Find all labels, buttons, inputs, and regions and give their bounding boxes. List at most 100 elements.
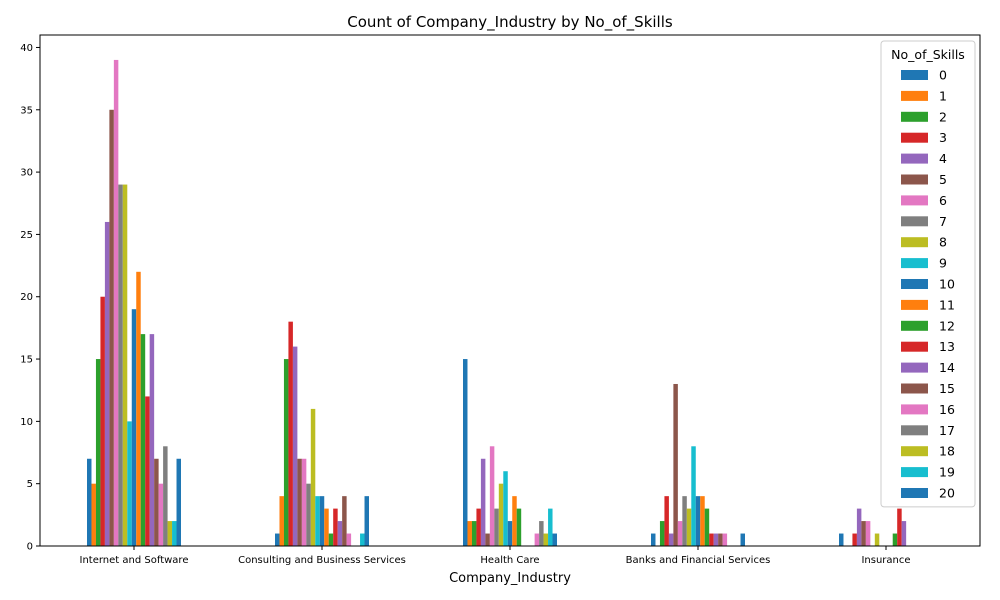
legend-swatch [901, 279, 928, 289]
bar [686, 508, 692, 546]
y-tick-label: 25 [20, 230, 33, 241]
legend: No_of_Skills0123456789101112131415161718… [880, 40, 976, 508]
bar [865, 521, 871, 546]
bar [485, 533, 490, 546]
legend-label: 5 [939, 172, 947, 187]
y-tick-label: 30 [20, 168, 33, 179]
legend-swatch [901, 153, 928, 164]
y-tick-label: 15 [20, 355, 33, 366]
legend-swatch [901, 467, 928, 478]
bar [704, 508, 710, 546]
bar [145, 396, 150, 546]
legend-swatch [901, 488, 928, 498]
legend-swatch [901, 341, 928, 352]
legend-label: 18 [939, 444, 955, 459]
bar [507, 521, 513, 546]
bar [673, 383, 678, 546]
legend-swatch [901, 195, 928, 206]
bar [467, 521, 472, 546]
bar [839, 533, 844, 546]
bar [543, 533, 549, 546]
bar [275, 533, 280, 546]
x-tick-label: Consulting and Business Services [238, 555, 406, 566]
legend-label: 17 [939, 423, 955, 438]
y-tick-label: 10 [20, 417, 33, 428]
bar [301, 458, 307, 546]
bar [328, 533, 334, 546]
bar [163, 446, 168, 546]
bar [109, 109, 114, 546]
legend-label: 0 [939, 68, 947, 83]
bar [100, 296, 105, 546]
bar [91, 483, 96, 546]
bar [691, 446, 696, 546]
bar [319, 496, 325, 546]
bar [695, 496, 701, 546]
bar [463, 359, 468, 546]
bar [897, 508, 902, 546]
bar [122, 184, 128, 546]
bar [172, 521, 177, 546]
legend-swatch [901, 383, 928, 394]
bar [149, 334, 155, 546]
legend-swatch [901, 111, 928, 122]
bar [709, 533, 714, 546]
bar [158, 483, 164, 546]
legend-swatch [901, 425, 928, 436]
bar [861, 521, 866, 546]
bar [315, 496, 320, 546]
legend-swatch [901, 70, 928, 80]
legend-swatch [901, 90, 928, 101]
bar [306, 483, 311, 546]
legend-label: 2 [939, 109, 947, 124]
legend-swatch [901, 132, 928, 143]
x-tick-label: Insurance [861, 555, 910, 566]
bar [364, 496, 369, 546]
legend-label: 4 [939, 151, 947, 166]
legend-label: 16 [939, 402, 955, 417]
bar [664, 496, 669, 546]
plot-frame [39, 34, 981, 547]
x-axis-label: Company_Industry [449, 571, 571, 586]
y-tick-label: 20 [20, 292, 33, 303]
bars-layer [87, 59, 907, 547]
chart-title: Count of Company_Industry by No_of_Skill… [347, 13, 673, 32]
x-tick-label: Health Care [480, 555, 539, 566]
bar [539, 521, 544, 546]
bar [471, 521, 477, 546]
bar [283, 359, 289, 546]
bar [154, 458, 159, 546]
bar [176, 458, 181, 546]
bar [874, 533, 880, 546]
bar [552, 533, 557, 546]
x-tick-label: Banks and Financial Services [626, 555, 771, 566]
bar [700, 496, 705, 546]
bar [87, 458, 92, 546]
legend-label: 9 [939, 256, 947, 271]
legend-swatch [901, 258, 928, 269]
bar [95, 359, 101, 546]
legend-swatch [901, 237, 928, 248]
bar [333, 508, 338, 546]
bar [288, 321, 293, 546]
bar [292, 346, 298, 546]
bar [682, 496, 687, 546]
bar [337, 521, 343, 546]
bar [360, 533, 365, 546]
legend-swatch [901, 404, 928, 415]
bar [346, 533, 352, 546]
legend-label: 3 [939, 130, 947, 145]
legend-swatch [901, 362, 928, 373]
bar [494, 508, 499, 546]
bar [136, 271, 141, 546]
legend-swatch [901, 216, 928, 227]
bar [901, 521, 907, 546]
bar [476, 508, 481, 546]
legend-swatch [901, 446, 928, 457]
legend-label: 7 [939, 214, 947, 229]
legend-label: 19 [939, 465, 955, 480]
legend-label: 12 [939, 318, 955, 333]
bar [534, 533, 540, 546]
legend-label: 11 [939, 297, 955, 312]
legend-label: 10 [939, 277, 955, 292]
